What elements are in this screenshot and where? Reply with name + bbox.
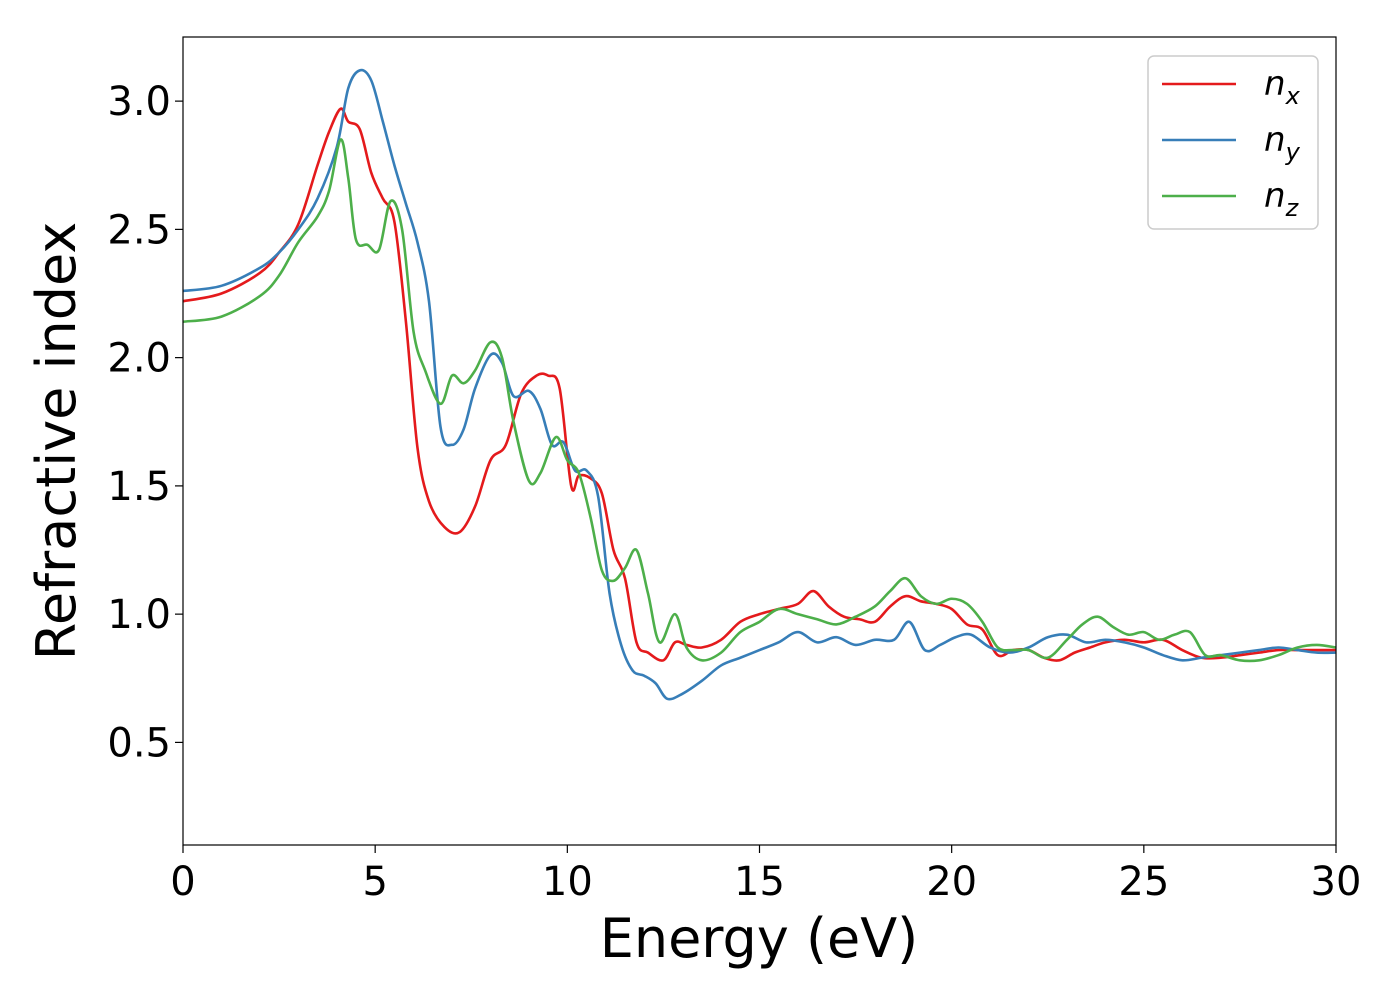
series-lines bbox=[183, 68, 1336, 701]
x-tick-label: 20 bbox=[926, 859, 977, 905]
y-axis-ticks: 0.5 1.0 1.5 2.0 2.5 3.0 bbox=[107, 79, 183, 766]
series-line-y bbox=[183, 68, 1336, 701]
series-line-x bbox=[183, 107, 1336, 662]
x-axis-label: Energy (eV) bbox=[600, 907, 919, 970]
y-tick-label: 2.0 bbox=[107, 336, 171, 382]
x-axis-ticks: 0 5 10 15 20 25 30 bbox=[170, 845, 1361, 905]
x-tick-label: 0 bbox=[170, 859, 195, 905]
x-tick-label: 15 bbox=[734, 859, 785, 905]
y-tick-label: 0.5 bbox=[107, 720, 171, 766]
x-tick-label: 30 bbox=[1311, 859, 1362, 905]
y-tick-label: 3.0 bbox=[107, 79, 171, 125]
y-tick-label: 1.0 bbox=[107, 592, 171, 638]
y-tick-label: 1.5 bbox=[107, 464, 171, 510]
x-tick-label: 10 bbox=[542, 859, 593, 905]
y-axis-label: Refractive index bbox=[25, 222, 88, 661]
legend-box bbox=[1147, 55, 1319, 230]
series-line-z bbox=[183, 138, 1336, 663]
x-tick-label: 5 bbox=[362, 859, 387, 905]
y-tick-label: 2.5 bbox=[107, 207, 171, 253]
x-tick-label: 25 bbox=[1118, 859, 1169, 905]
